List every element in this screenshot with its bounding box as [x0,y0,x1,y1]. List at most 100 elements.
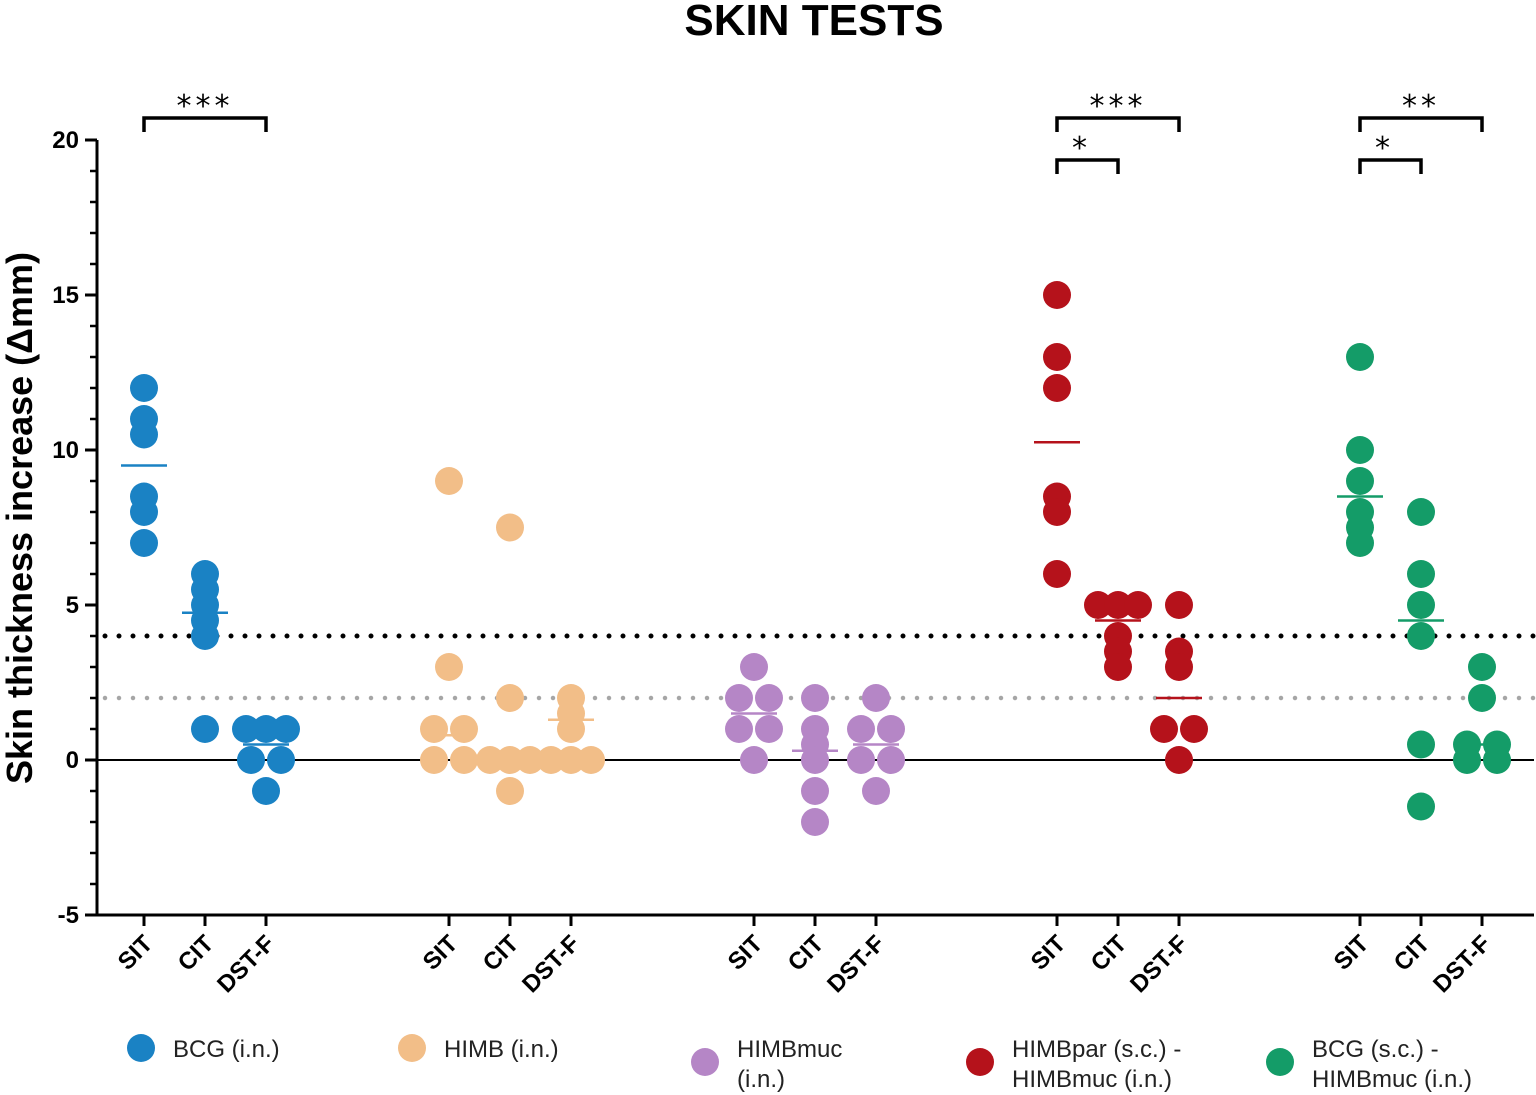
chart-title: SKIN TESTS [684,0,943,45]
x-tick-label: SIT [723,930,769,976]
data-point [801,777,829,805]
mean-lines [121,441,1505,762]
data-point [801,684,829,712]
data-point [191,715,219,743]
significance-label: ** [1402,89,1440,124]
legend-marker [127,1034,155,1062]
data-point [496,513,524,542]
data-point [1453,746,1481,774]
x-tick-label: DST-F [822,930,890,998]
y-tick-label: 15 [52,282,79,309]
significance-label: *** [177,89,234,124]
legend-marker [1266,1048,1294,1076]
legend-label: HIMBmuc (i.n.) [1012,1066,1172,1093]
legend-marker [691,1048,719,1076]
x-tick-label: DST-F [1428,930,1496,998]
significance-label: * [1072,131,1091,166]
data-point [740,746,768,774]
data-point [476,746,504,774]
data-point [1084,591,1112,619]
data-point [496,684,524,712]
x-tick-label: DST-F [212,930,280,998]
data-point [252,715,280,743]
x-tick-label: CIT [173,930,220,977]
data-point [1346,467,1374,495]
legend-label: HIMBmuc (i.n.) [1312,1066,1472,1093]
data-point [1043,281,1071,309]
data-point [272,715,300,743]
x-tick-label: CIT [783,930,830,977]
significance-label: *** [1090,89,1147,124]
significance-label: * [1375,131,1394,166]
data-point [237,746,265,774]
significance-brackets: *** ******* [142,89,1484,174]
data-point [725,684,753,712]
x-tick-label: SIT [1329,930,1375,976]
y-tick-label: 0 [66,747,79,774]
data-point [496,746,524,774]
significance-bracket [1358,158,1423,174]
data-point [435,653,463,681]
x-tick-label: SIT [113,930,159,976]
data-point [267,746,295,774]
y-tick-label: 20 [52,127,79,154]
data-point [847,715,875,743]
data-point [577,746,605,774]
data-points [130,281,1511,836]
legend-marker [966,1048,994,1076]
x-tick-label: SIT [418,930,464,976]
data-point [252,777,280,805]
y-tick-label: -5 [58,902,79,929]
data-point [1180,715,1208,743]
data-point [557,746,585,774]
data-point [862,777,890,805]
data-point [847,746,875,774]
data-point [1165,653,1193,681]
legend-label: HIMB (i.n.) [444,1036,559,1063]
data-point [1043,498,1071,526]
data-point [420,715,448,743]
data-point [557,715,585,743]
legend-marker [398,1034,426,1062]
data-point [725,715,753,743]
data-point [1468,684,1496,712]
data-point [130,374,158,402]
significance-bracket [1055,116,1181,132]
data-point [1346,343,1374,371]
y-tick-label: 5 [66,592,79,619]
data-point [1043,374,1071,402]
significance-bracket [142,116,268,132]
data-point [130,420,158,449]
data-point [496,777,524,805]
y-tick-label: 10 [52,437,79,464]
data-point [1407,622,1435,650]
data-point [877,746,905,774]
data-point [1407,498,1435,526]
data-point [1346,436,1374,464]
data-point [801,808,829,836]
data-point [130,498,158,526]
data-point [877,715,905,743]
legend: BCG (i.n.) HIMB (i.n.) HIMBmuc (i.n.) HIMBpa… [127,1034,1472,1093]
data-point [435,467,463,495]
data-point [1104,653,1132,681]
data-point [516,746,544,774]
data-point [537,746,565,774]
data-point [755,715,783,743]
data-point [1468,653,1496,681]
data-point [1043,560,1071,588]
significance-bracket [1055,158,1120,174]
data-point [801,746,829,774]
data-point [1407,560,1435,588]
x-tick-label: DST-F [1125,930,1193,998]
data-point [450,746,478,774]
data-point [1407,730,1435,759]
y-axis-label: Skin thickness increase (Δmm) [0,252,40,784]
data-point [1104,591,1132,619]
data-point [740,653,768,681]
data-point [1407,591,1435,619]
data-point [755,684,783,712]
x-tick-label: CIT [478,930,525,977]
significance-bracket [1358,116,1484,132]
